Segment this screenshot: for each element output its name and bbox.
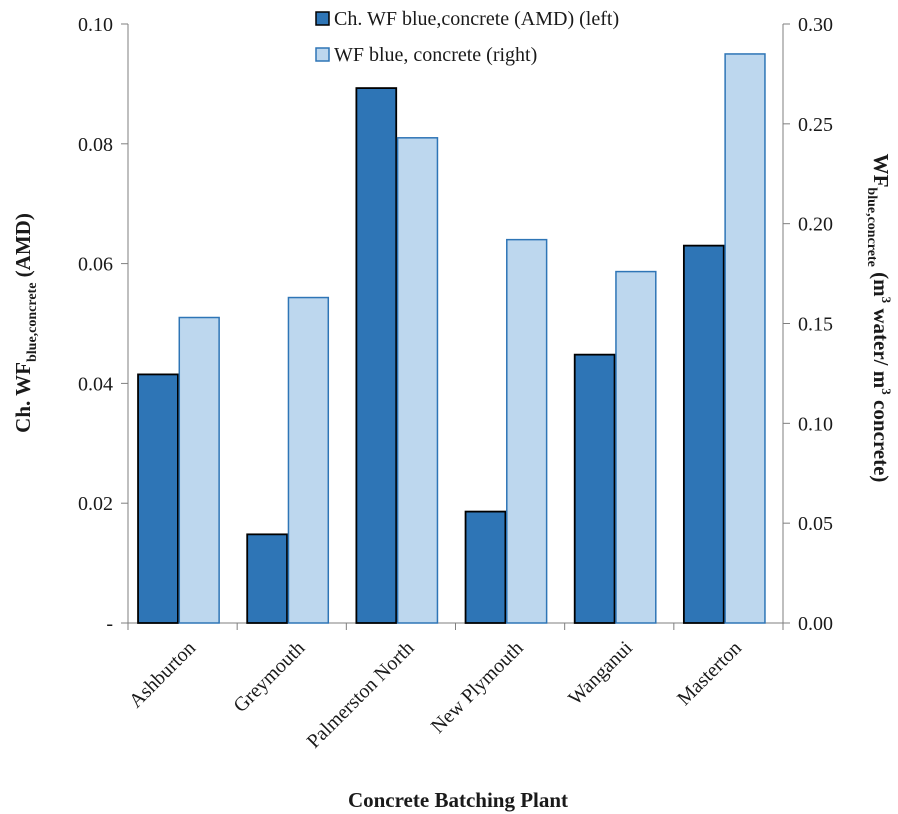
- bar-right-series: [615, 270, 657, 624]
- bar-right-series: [396, 137, 439, 624]
- bar-left-series: [573, 353, 616, 624]
- bar-left-series: [355, 87, 398, 624]
- bar-left-series: [246, 533, 288, 624]
- left-tick-label: 0.04: [78, 373, 113, 395]
- right-tick-label: 0.15: [798, 314, 833, 336]
- right-tick-label: 0.05: [798, 513, 833, 535]
- legend: Ch. WF blue,concrete (AMD) (left) WF blu…: [315, 8, 619, 66]
- right-tick-label: 0.25: [798, 114, 833, 136]
- right-axis-title: WFblue,concrete (m3 water/ m3 concrete): [864, 154, 894, 483]
- bar-right-series: [506, 238, 548, 624]
- bar-right-series: [178, 316, 220, 624]
- category-label: Ashburton: [125, 637, 200, 712]
- left-axis-title-sub: blue,concrete: [25, 283, 40, 362]
- bar-right-series: [287, 296, 330, 624]
- bar-right-series: [724, 53, 766, 624]
- bar-left-series: [464, 510, 507, 624]
- bar-left-series: [682, 244, 725, 624]
- category-label: Wanganui: [564, 637, 637, 710]
- right-tick-label: 0.10: [798, 413, 833, 435]
- category-label: Greymouth: [229, 637, 309, 717]
- category-label: New Plymouth: [427, 637, 528, 738]
- left-tick-label: 0.08: [78, 134, 113, 156]
- legend-swatch-right-series: [315, 47, 330, 62]
- right-tick-label: 0.20: [798, 214, 833, 236]
- left-axis-title: Ch. WFblue,concrete (AMD): [11, 213, 40, 433]
- legend-swatch-left-series: [315, 11, 330, 26]
- legend-label-left-series: Ch. WF blue,concrete (AMD) (left): [334, 8, 619, 30]
- legend-label-right-series: WF blue, concrete (right): [334, 44, 537, 66]
- left-tick-label: 0.06: [78, 254, 113, 276]
- category-label: Palmerston North: [303, 637, 419, 753]
- x-axis-title: Concrete Batching Plant: [348, 788, 568, 812]
- left-tick-label: 0.10: [78, 14, 113, 36]
- right-axis-title-sub: blue,concrete: [864, 187, 879, 266]
- right-tick-label: 0.00: [798, 613, 833, 635]
- right-tick-label: 0.30: [798, 14, 833, 36]
- ticks: - 0.02 0.04 0.06 0.08 0.10 0.00 0.05 0.10 0.15 0.2…: [78, 14, 833, 635]
- bars: [137, 53, 766, 624]
- left-tick-label: 0.02: [78, 493, 113, 515]
- left-tick-label: -: [106, 613, 113, 635]
- category-label: Masterton: [673, 637, 746, 710]
- bar-left-series: [137, 373, 179, 624]
